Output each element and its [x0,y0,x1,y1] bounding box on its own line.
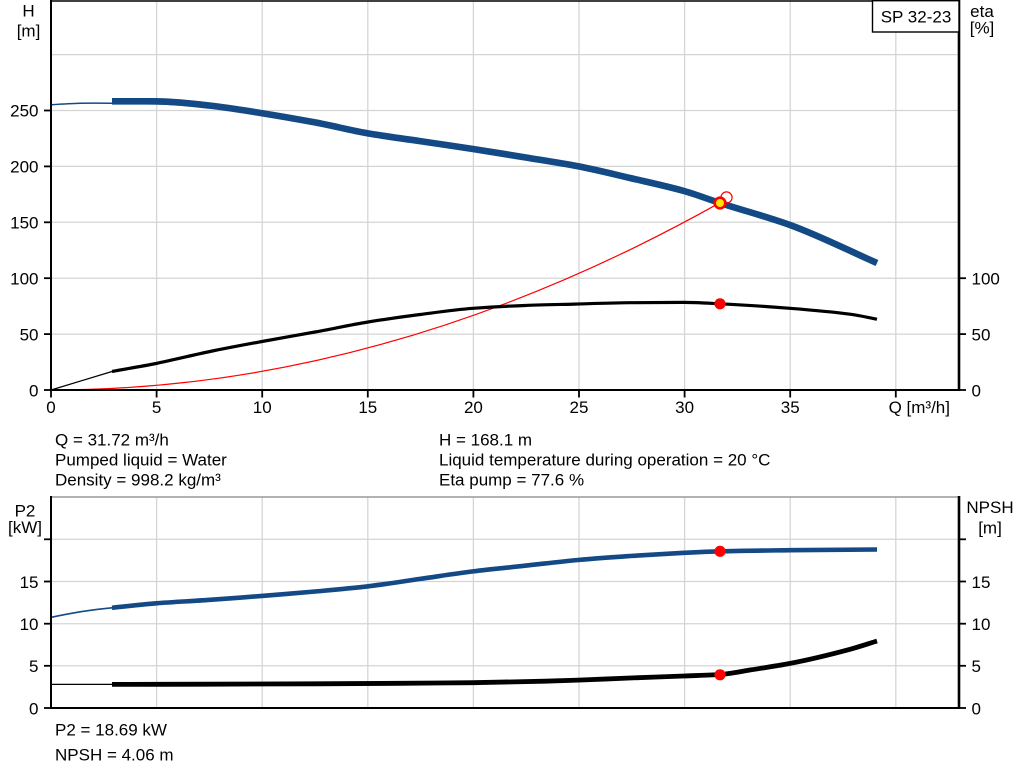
svg-text:150: 150 [10,214,38,233]
svg-text:Liquid temperature during oper: Liquid temperature during operation = 20… [439,451,770,470]
svg-text:NPSH: NPSH [966,498,1013,517]
svg-text:P2 = 18.69 kW: P2 = 18.69 kW [55,721,167,740]
svg-text:eta: eta [970,2,994,21]
svg-text:0: 0 [29,381,38,400]
svg-text:H: H [22,2,34,21]
svg-text:20: 20 [464,398,483,417]
svg-text:0: 0 [29,699,38,718]
svg-text:[kW]: [kW] [8,518,42,537]
svg-text:[m]: [m] [17,22,41,41]
svg-text:5: 5 [29,657,38,676]
svg-text:10: 10 [253,398,272,417]
svg-text:Q [m³/h]: Q [m³/h] [889,398,950,417]
svg-text:250: 250 [10,102,38,121]
svg-text:Eta pump = 77.6 %: Eta pump = 77.6 % [439,471,584,490]
svg-text:0: 0 [972,381,981,400]
svg-text:50: 50 [20,326,39,345]
svg-text:Density = 998.2 kg/m³: Density = 998.2 kg/m³ [55,471,221,490]
svg-text:Pumped liquid = Water: Pumped liquid = Water [55,451,227,470]
svg-text:[%]: [%] [970,19,995,38]
svg-text:200: 200 [10,158,38,177]
svg-text:10: 10 [972,615,991,634]
svg-text:H = 168.1 m: H = 168.1 m [439,431,532,450]
svg-text:25: 25 [570,398,589,417]
svg-text:0: 0 [972,699,981,718]
svg-text:SP 32-23: SP 32-23 [881,7,952,26]
svg-text:15: 15 [20,573,39,592]
svg-text:30: 30 [675,398,694,417]
svg-text:Q = 31.72 m³/h: Q = 31.72 m³/h [55,431,169,450]
svg-text:10: 10 [20,615,39,634]
svg-text:NPSH = 4.06 m: NPSH = 4.06 m [55,746,174,765]
svg-text:5: 5 [152,398,161,417]
svg-text:100: 100 [972,270,1000,289]
svg-text:35: 35 [781,398,800,417]
svg-text:[m]: [m] [978,518,1002,537]
svg-text:5: 5 [972,657,981,676]
svg-text:100: 100 [10,270,38,289]
svg-text:0: 0 [46,398,55,417]
svg-text:P2: P2 [15,502,36,521]
svg-text:50: 50 [972,326,991,345]
svg-text:15: 15 [358,398,377,417]
svg-text:15: 15 [972,573,991,592]
